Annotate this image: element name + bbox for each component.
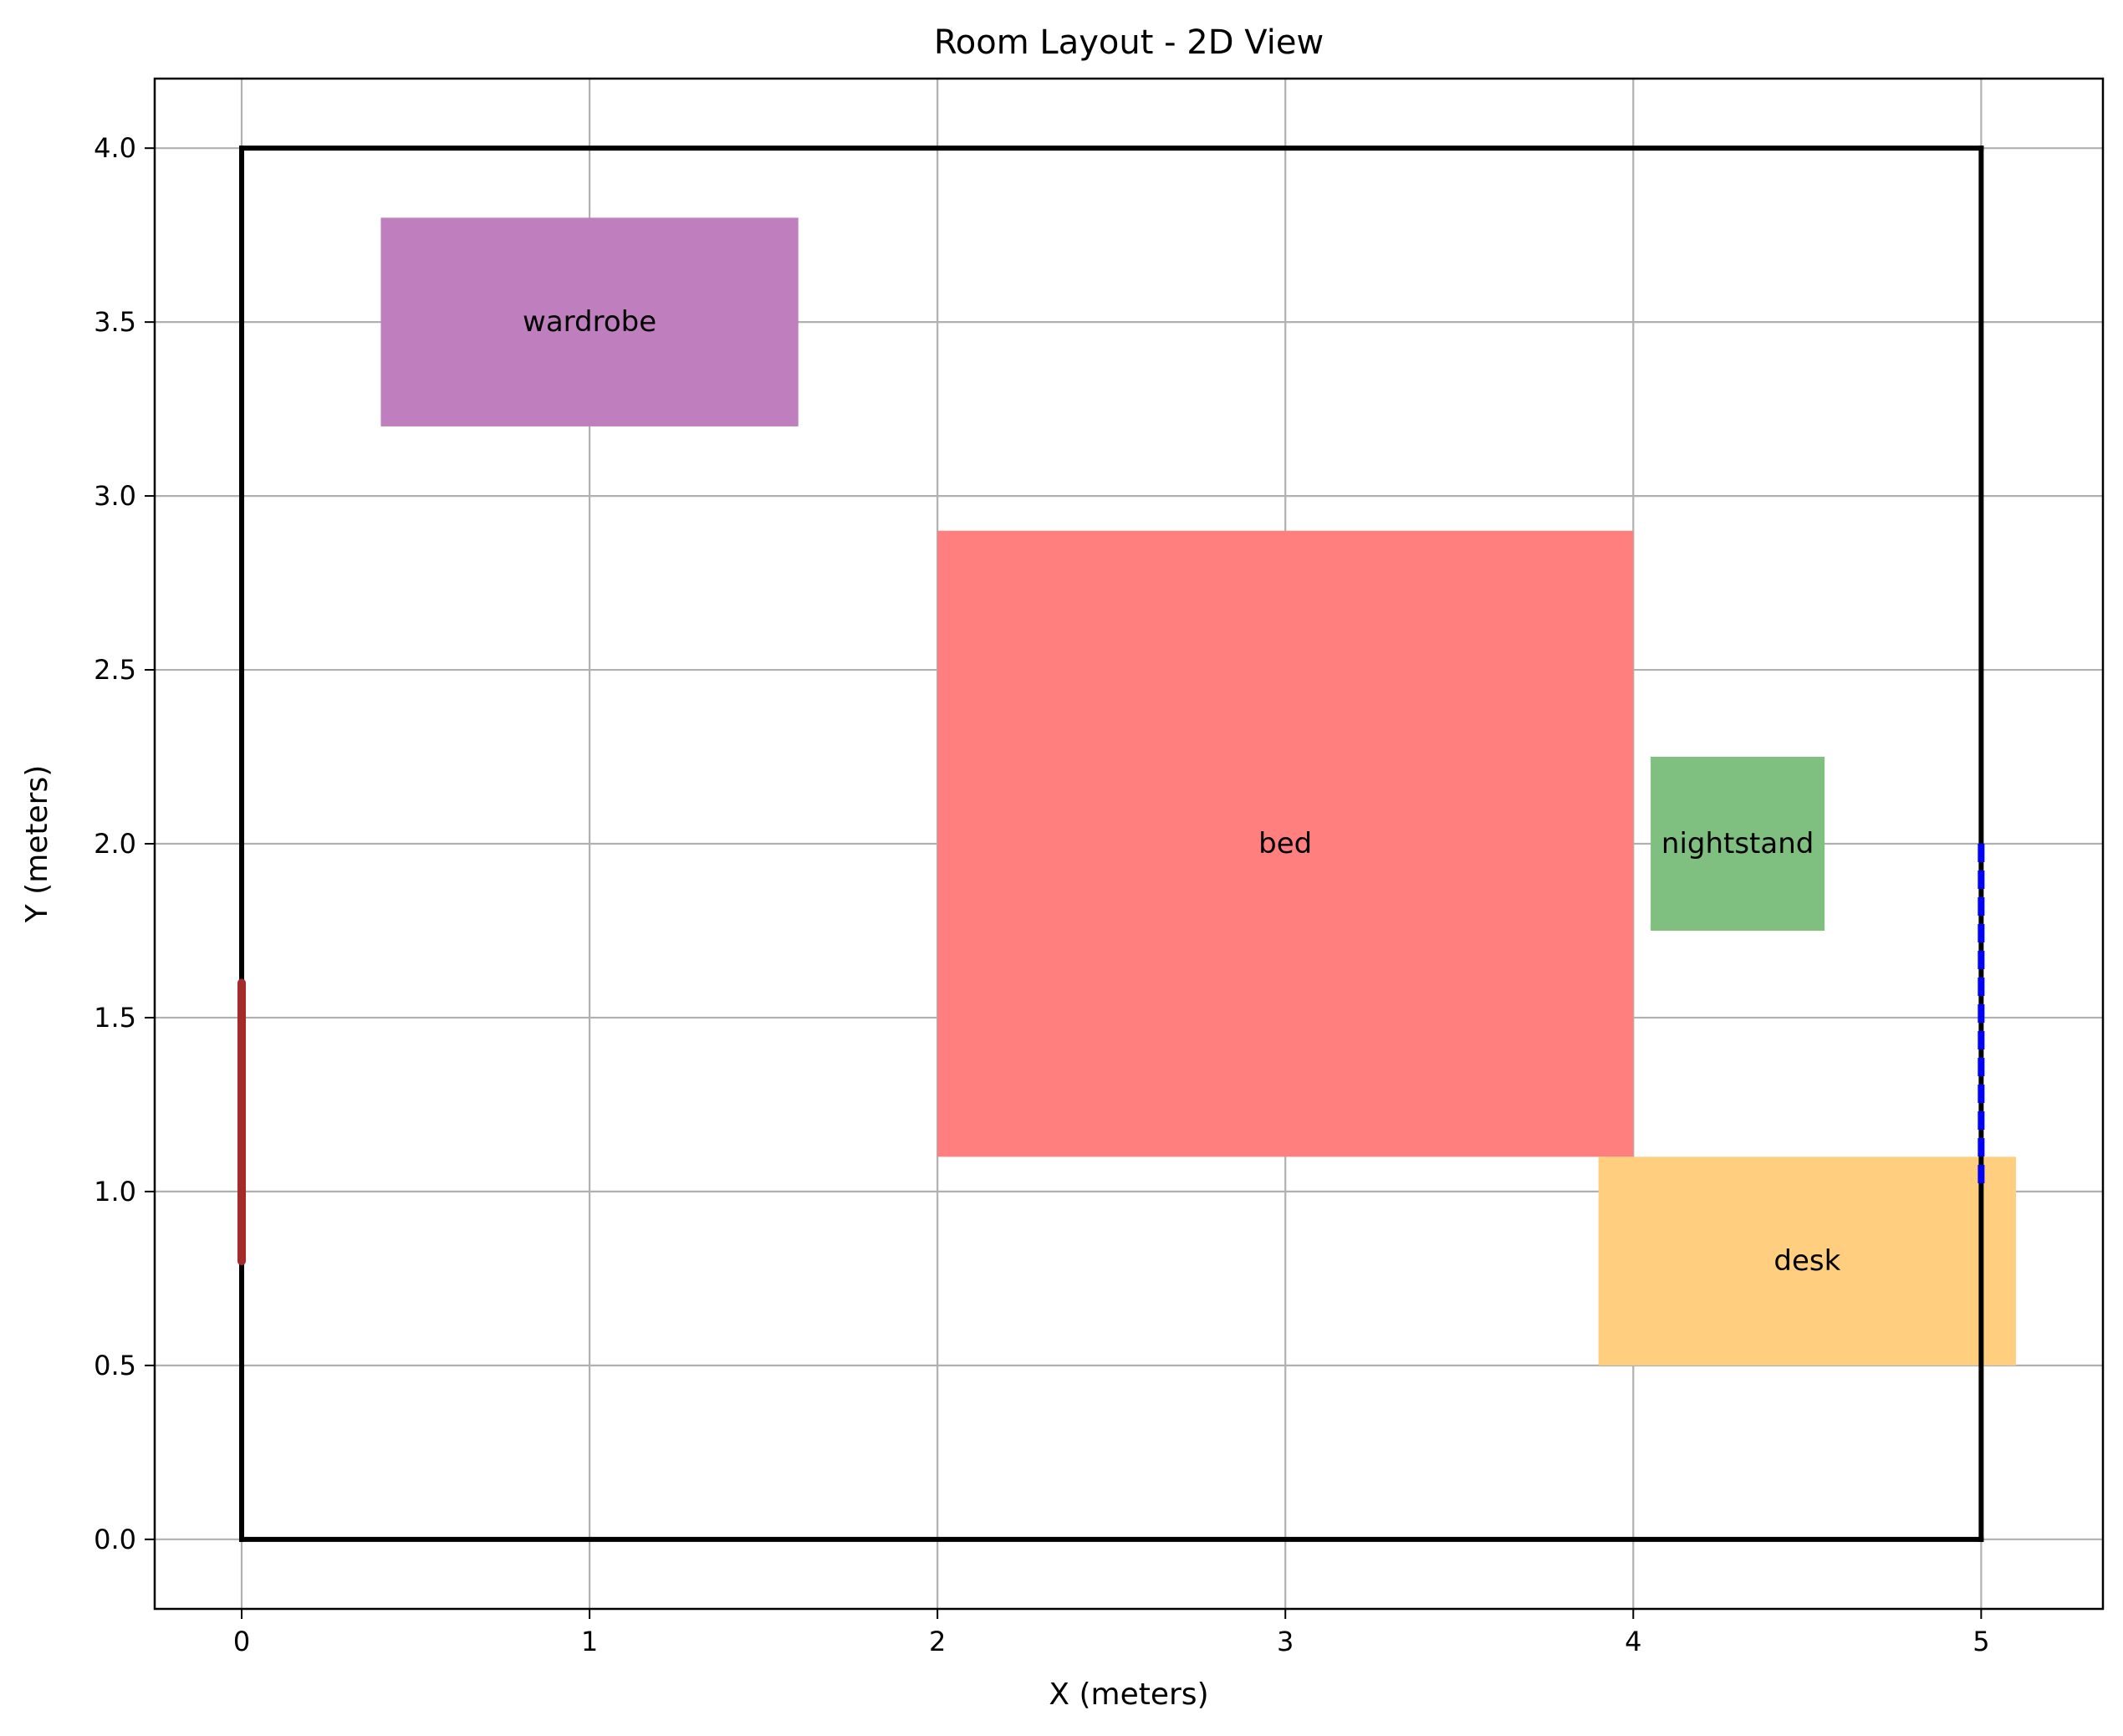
y-tick-label-3: 1.5 [94,1002,136,1034]
furniture-label-nightstand: nightstand [1661,827,1814,860]
x-tick-label-4: 4 [1625,1626,1641,1657]
furniture-rects [380,217,2016,1366]
furniture-rect-wardrobe [380,217,799,426]
chart-title: Room Layout - 2D View [934,23,1324,62]
furniture-label-wardrobe: wardrobe [523,305,656,339]
y-tick-label-1: 0.5 [94,1350,136,1381]
y-tick-label-7: 3.5 [94,306,136,338]
x-tick-label-3: 3 [1277,1626,1294,1657]
furniture-labels: wardrobe bed nightstand desk [523,305,1841,1278]
furniture-rect-bed [937,530,1634,1157]
y-axis-label: Y (meters) [20,765,54,924]
x-tick-label-5: 5 [1972,1626,1989,1657]
y-tick-label-6: 3.0 [94,480,136,512]
x-tick-label-0: 0 [233,1626,250,1657]
x-tick-label-2: 2 [929,1626,946,1657]
x-tick-label-1: 1 [581,1626,598,1657]
y-tick-label-8: 4.0 [94,132,136,164]
furniture-rect-desk [1598,1156,2016,1366]
furniture-label-bed: bed [1258,827,1312,860]
y-tick-label-2: 1.0 [94,1176,136,1208]
y-tick-label-4: 2.0 [94,828,136,860]
y-tick-label-5: 2.5 [94,654,136,686]
furniture-rect-nightstand [1651,757,1825,931]
x-axis-label: X (meters) [1049,1677,1208,1712]
axis-ticks: 0 1 2 3 4 5 0.0 0.5 1.0 1.5 2.0 2.5 3.0 3.5 4.0 [94,132,1989,1657]
door-and-window [237,844,1985,1266]
y-tick-label-0: 0.0 [94,1524,136,1555]
furniture-label-desk: desk [1773,1244,1840,1278]
